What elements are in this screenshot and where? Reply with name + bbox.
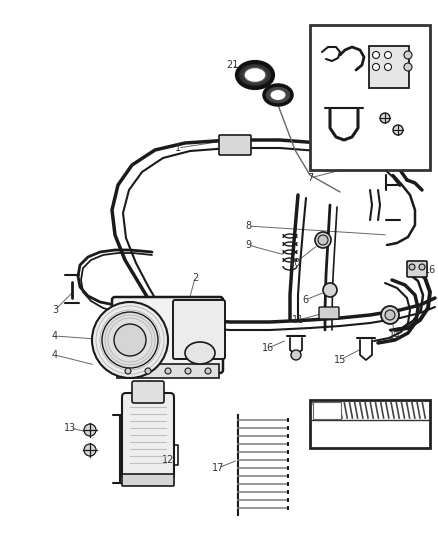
Circle shape	[372, 52, 379, 59]
Text: 9: 9	[245, 240, 251, 250]
Circle shape	[145, 368, 151, 374]
Circle shape	[385, 63, 392, 70]
Circle shape	[318, 235, 328, 245]
Circle shape	[385, 310, 395, 320]
Text: 11: 11	[292, 315, 304, 325]
Circle shape	[409, 264, 415, 270]
FancyBboxPatch shape	[117, 364, 219, 378]
Circle shape	[372, 63, 379, 70]
Circle shape	[381, 306, 399, 324]
Text: 7: 7	[307, 173, 313, 183]
Bar	[310, 25, 430, 170]
Text: 8: 8	[245, 221, 251, 231]
Text: 19: 19	[399, 140, 411, 150]
Circle shape	[205, 368, 211, 374]
Circle shape	[315, 232, 331, 248]
Text: LABEL: LABEL	[343, 427, 396, 442]
Text: 16: 16	[262, 343, 274, 353]
Text: 17: 17	[212, 463, 224, 473]
FancyBboxPatch shape	[122, 474, 174, 486]
Ellipse shape	[244, 68, 266, 83]
Text: 6: 6	[302, 295, 308, 305]
Circle shape	[323, 283, 337, 297]
Text: 1: 1	[175, 143, 181, 153]
Ellipse shape	[237, 62, 273, 88]
Circle shape	[185, 368, 191, 374]
Text: 12: 12	[162, 455, 174, 465]
Bar	[310, 400, 430, 448]
Ellipse shape	[270, 90, 286, 101]
Text: 4: 4	[52, 331, 58, 341]
Text: 2: 2	[192, 273, 198, 283]
Circle shape	[385, 52, 392, 59]
Circle shape	[419, 264, 425, 270]
FancyBboxPatch shape	[351, 152, 375, 170]
Text: 22: 22	[262, 75, 274, 85]
Circle shape	[84, 444, 96, 456]
Circle shape	[353, 155, 360, 161]
Circle shape	[393, 125, 403, 135]
Text: 14: 14	[389, 331, 401, 341]
Circle shape	[364, 155, 371, 161]
Bar	[313, 402, 341, 419]
Circle shape	[380, 113, 390, 123]
Circle shape	[92, 302, 168, 378]
Text: 13: 13	[64, 423, 76, 433]
Circle shape	[291, 350, 301, 360]
FancyBboxPatch shape	[319, 307, 339, 319]
FancyBboxPatch shape	[407, 261, 427, 277]
Text: 3: 3	[52, 305, 58, 315]
Circle shape	[84, 424, 96, 436]
Circle shape	[125, 368, 131, 374]
Circle shape	[114, 324, 146, 356]
Text: 16: 16	[424, 265, 436, 275]
Circle shape	[165, 368, 171, 374]
FancyBboxPatch shape	[132, 381, 164, 403]
Ellipse shape	[185, 342, 215, 364]
Text: 20: 20	[412, 403, 424, 413]
FancyBboxPatch shape	[112, 297, 223, 373]
Circle shape	[404, 51, 412, 59]
Circle shape	[102, 312, 158, 368]
FancyBboxPatch shape	[173, 300, 225, 359]
Text: 21: 21	[226, 60, 238, 70]
Text: 10: 10	[289, 258, 301, 268]
Text: 15: 15	[334, 355, 346, 365]
FancyBboxPatch shape	[122, 393, 174, 479]
FancyBboxPatch shape	[369, 46, 409, 88]
FancyBboxPatch shape	[219, 135, 251, 155]
Ellipse shape	[264, 85, 292, 105]
Circle shape	[404, 63, 412, 71]
Text: 4: 4	[52, 350, 58, 360]
Text: 18: 18	[402, 33, 414, 43]
